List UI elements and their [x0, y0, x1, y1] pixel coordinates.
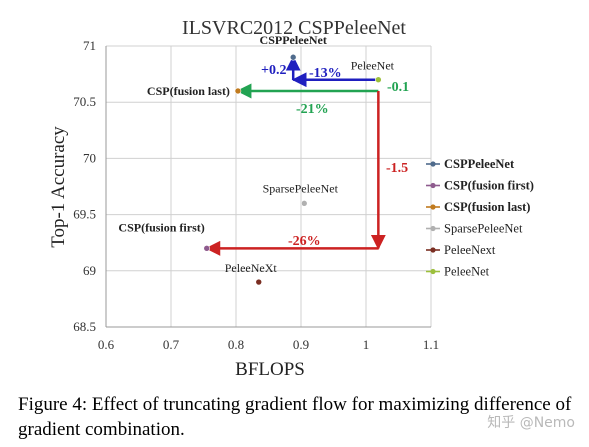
legend-entry: PeleeNext [444, 243, 496, 257]
legend-entry: CSP(fusion first) [444, 179, 534, 193]
peleenext-label: PeleeNeXt [225, 261, 278, 275]
y-axis-label: Top-1 Accuracy [48, 126, 69, 248]
csp-fusion-first-label: CSP(fusion first) [118, 220, 204, 234]
legend: CSPPeleeNet CSP(fusion first) CSP(fusion l… [426, 157, 534, 279]
y-tick-label: 70 [83, 150, 96, 165]
y-tick-labels: 68.5 69 69.5 70 70.5 71 [73, 38, 96, 334]
annotation-plus-0-2: +0.2 [261, 63, 286, 78]
x-tick-label: 1 [363, 337, 370, 352]
legend-swatch-marker [430, 204, 436, 210]
chart-title: ILSVRC2012 CSPPeleeNet [182, 17, 406, 39]
x-tick-label: 0.6 [98, 337, 115, 352]
y-tick-label: 69 [83, 263, 96, 278]
csppeleenet-point [289, 53, 297, 61]
arrows [205, 55, 386, 256]
sparsepeleenet-point [300, 200, 308, 207]
x-axis-label: BFLOPS [235, 359, 305, 380]
legend-swatch-marker [430, 182, 436, 189]
csp-fusion-last-point [234, 87, 242, 95]
x-tick-label: 0.7 [163, 337, 180, 352]
watermark: 知乎 @Nemo [487, 415, 575, 431]
chart-canvas: ILSVRC2012 CSPPeleeNet 0.6 0.7 0.8 0.9 1 1.1 … [48, 17, 534, 380]
csppeleenet-label: CSPPeleeNet [260, 33, 327, 47]
peleenet-point [375, 76, 382, 84]
csp-fusion-first-point [203, 245, 211, 252]
legend-swatch-marker [430, 161, 436, 167]
x-tick-label: 0.9 [293, 337, 309, 352]
legend-entry: PeleeNet [444, 265, 490, 279]
y-tick-label: 68.5 [73, 319, 96, 334]
legend-entry: CSPPeleeNet [444, 157, 515, 171]
csp-fusion-last-label: CSP(fusion last) [147, 84, 230, 98]
x-tick-labels: 0.6 0.7 0.8 0.9 1 1.1 [98, 337, 439, 352]
annotation-minus-26-pct: -26% [288, 234, 321, 249]
y-tick-label: 70.5 [73, 94, 96, 109]
sparsepeleenet-label: SparsePeleeNet [263, 181, 339, 195]
legend-swatch-marker [430, 268, 436, 275]
annotation-minus-21-pct: -21% [296, 102, 329, 117]
data-points [203, 53, 382, 286]
annotation-minus-1-5: -1.5 [386, 161, 408, 176]
peleenet-label: PeleeNet [351, 59, 395, 73]
y-tick-label: 71 [83, 38, 96, 53]
axes [105, 46, 431, 328]
figure-caption: Figure 4: Effect of truncating gradient … [18, 394, 572, 440]
annotation-minus-0-1: -0.1 [387, 80, 409, 95]
y-tick-label: 69.5 [73, 207, 96, 222]
legend-entry: CSP(fusion last) [444, 200, 530, 214]
legend-swatch-marker [430, 225, 436, 232]
legend-swatch-marker [430, 247, 436, 253]
x-tick-label: 0.8 [228, 337, 244, 352]
peleenext-point [255, 278, 263, 286]
point-labels: CSPPeleeNet CSP(fusion first) CSP(fusion l… [118, 33, 394, 275]
legend-entry: SparsePeleeNet [444, 222, 523, 236]
x-tick-label: 1.1 [423, 337, 439, 352]
annotations: +0.2 -13% -0.1 -21% -1.5 -26% [261, 63, 409, 249]
annotation-minus-13-pct: -13% [309, 66, 342, 81]
